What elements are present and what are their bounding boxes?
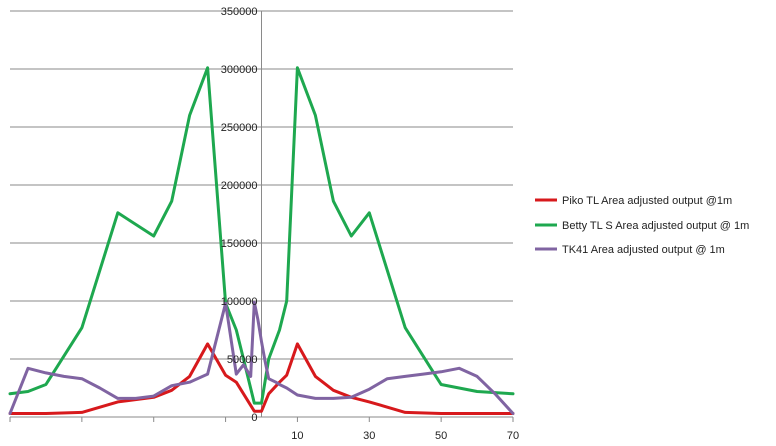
y-tick-label: 150000 [221, 238, 258, 250]
y-tick-label: 0 [251, 412, 257, 424]
axes [10, 11, 513, 418]
x-tick-label: 50 [435, 430, 447, 442]
y-tick-label: 50000 [227, 354, 258, 366]
x-axis-ticks: 10 30 50 70 [9, 417, 519, 442]
y-tick-label: 200000 [221, 180, 258, 192]
series-group [8, 66, 515, 415]
legend-label-3: TK41 Area adjusted output @ 1m [562, 244, 725, 256]
y-tick-label: 100000 [221, 296, 258, 308]
legend: Piko TL Area adjusted output @1m Betty TL… [535, 195, 749, 256]
y-tick-label: 250000 [221, 122, 258, 134]
x-tick-label: 10 [291, 430, 303, 442]
x-tick-label: 30 [363, 430, 375, 442]
y-axis-ticks: 0 50000 100000 150000 200000 250000 300000 3500… [221, 6, 262, 424]
legend-label-2: Betty TL S Area adjusted output @ 1m [562, 220, 749, 232]
x-tick-label: 70 [507, 430, 519, 442]
series-line-2 [8, 66, 515, 405]
legend-label-1: Piko TL Area adjusted output @1m [562, 195, 732, 207]
series-line-3 [8, 300, 515, 415]
y-tick-label: 350000 [221, 6, 258, 18]
y-tick-label: 300000 [221, 64, 258, 76]
